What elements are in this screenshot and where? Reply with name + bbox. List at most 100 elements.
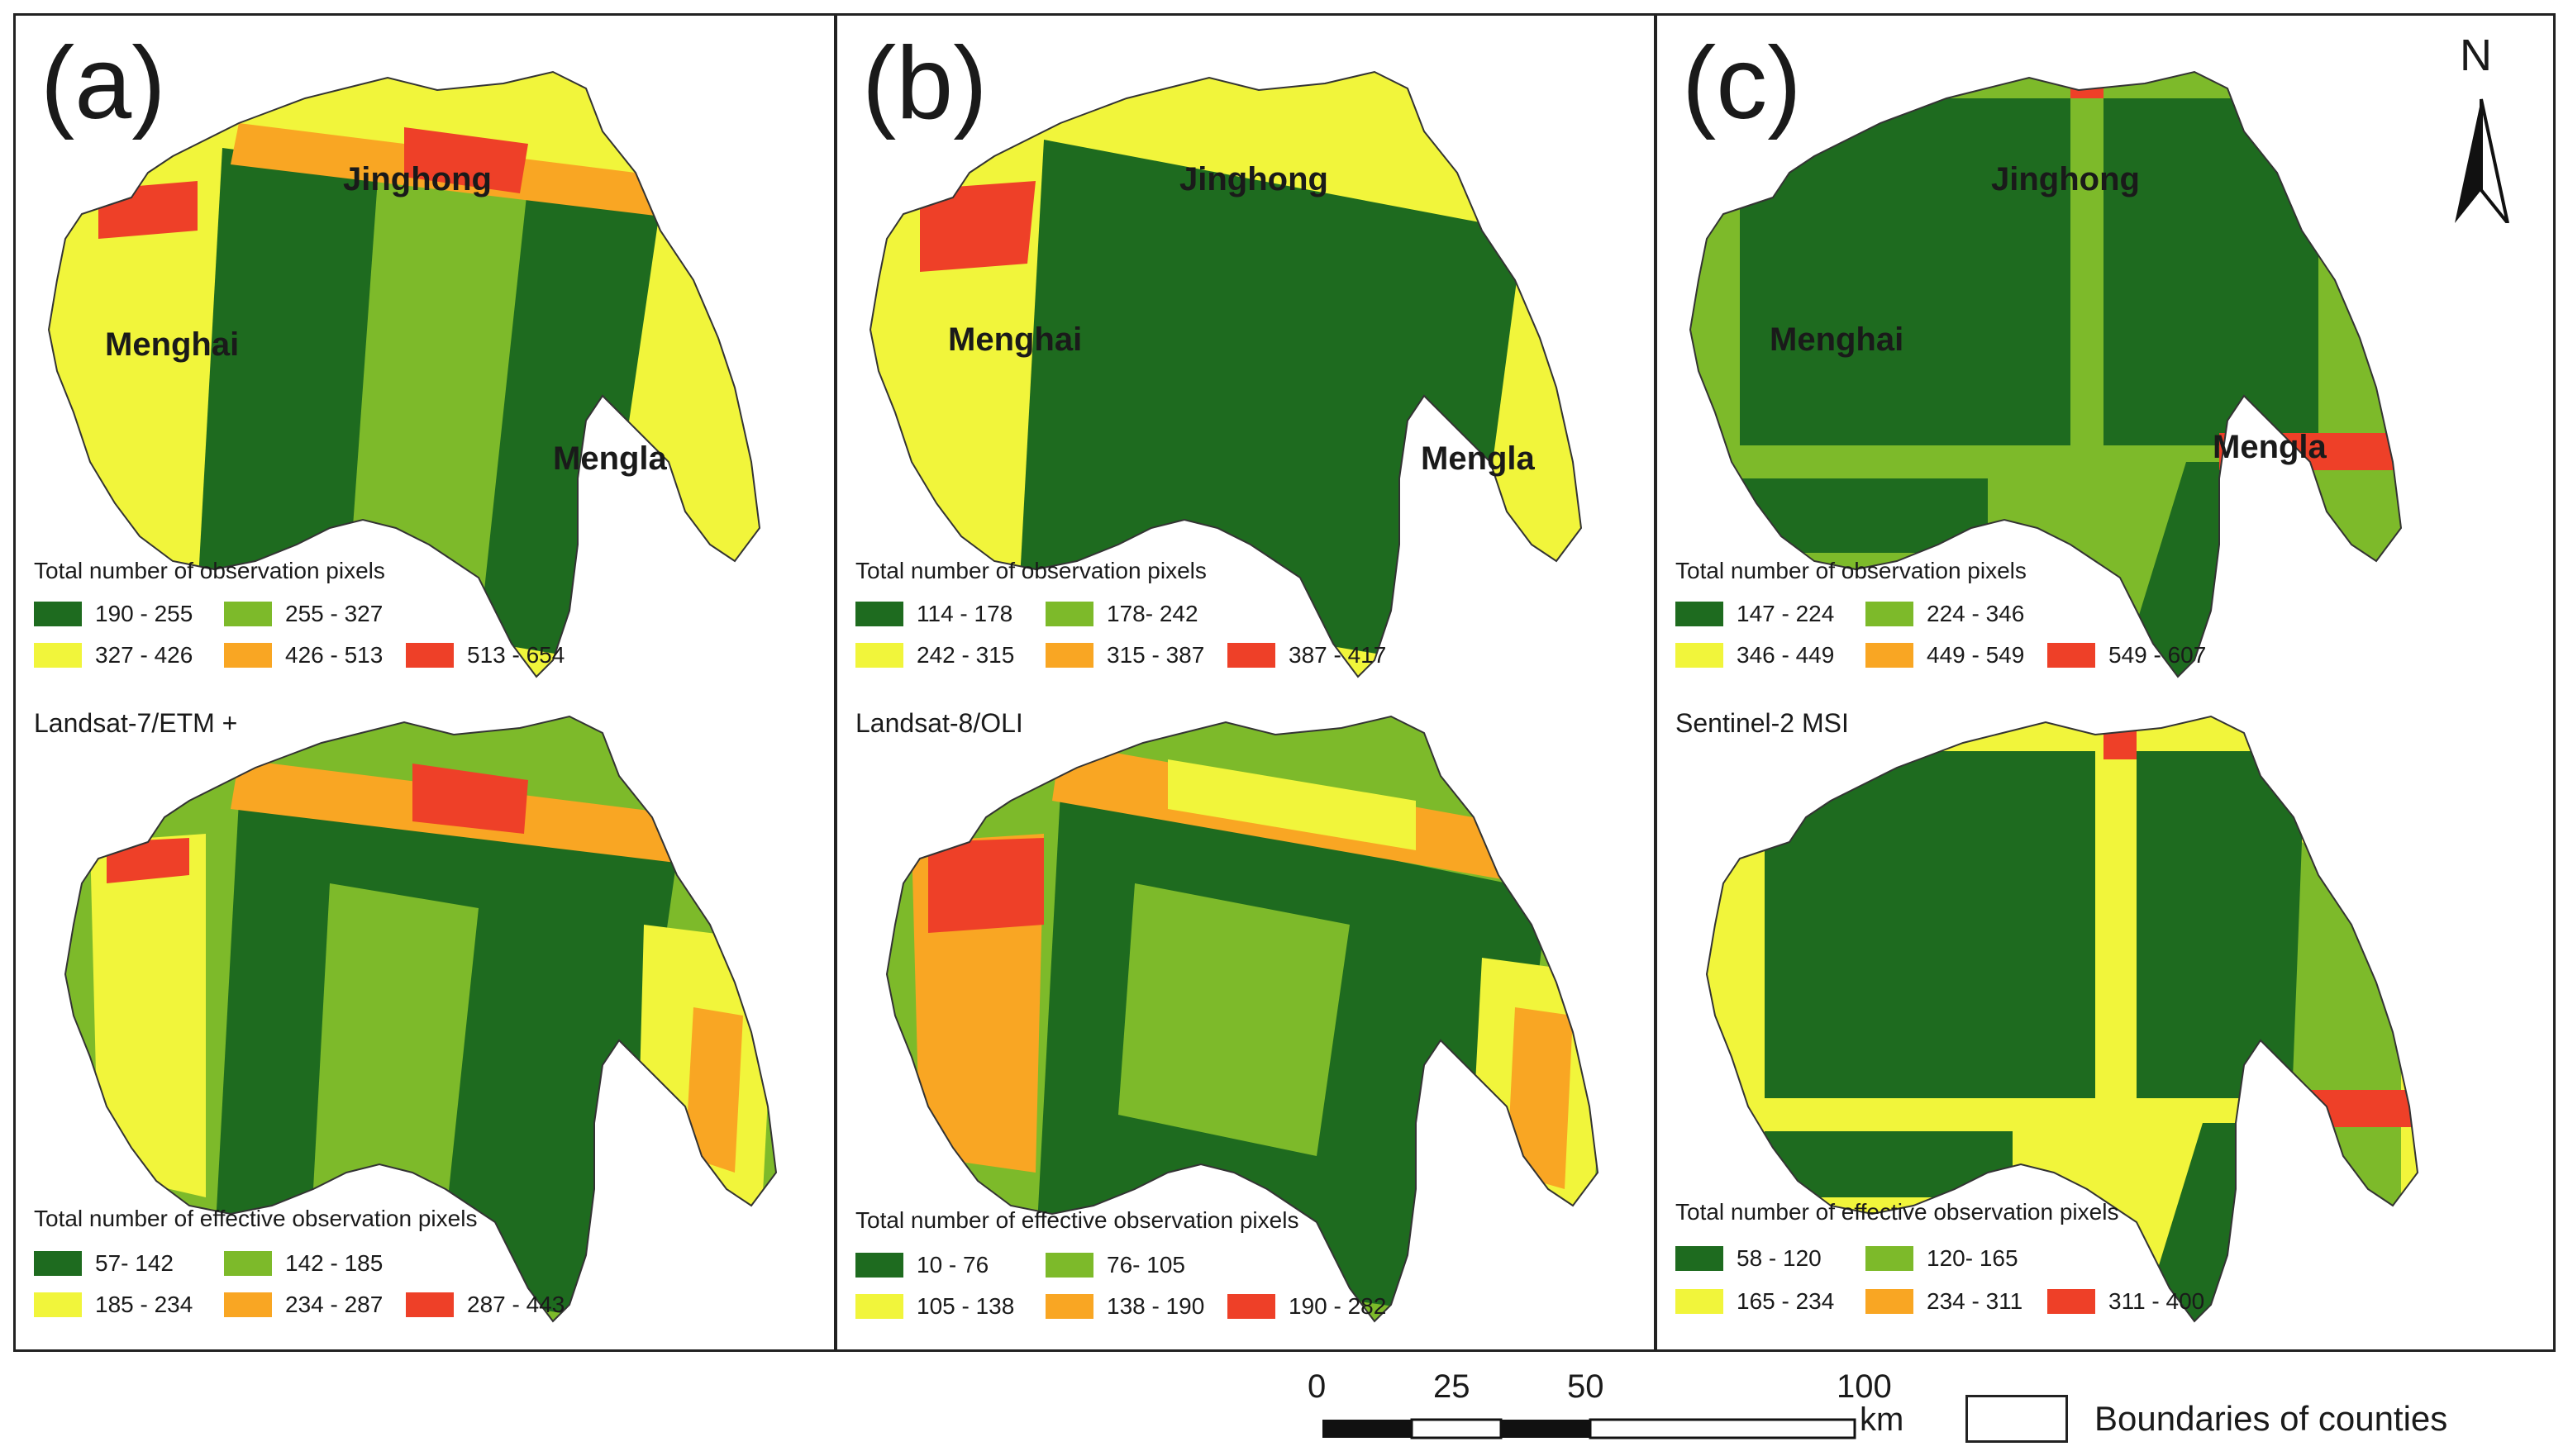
legend-item-2: 224 - 346 [1865,601,2024,627]
boundary-label: Boundaries of counties [2094,1399,2448,1438]
scale-segment [1410,1418,1503,1439]
swatch-orange [1046,1294,1093,1319]
panel-a: (a) Jinghong Menghai Mengla Total num [13,13,836,1352]
scale-segment [1322,1420,1412,1438]
legend-item-1: 147 - 224 [1675,601,1834,627]
swatch-red [406,643,454,668]
swatch-light-green [1865,602,1913,626]
town-jinghong: Jinghong [343,161,492,197]
legend-item-3: 327 - 426 [34,642,193,669]
legend-item-4: 234 - 311 [1865,1288,2022,1315]
legend-title-effective: Total number of effective observation pi… [1675,1199,2119,1225]
panel-letter: (a) [40,26,166,140]
map-observation-a [48,71,777,1322]
swatch-red [406,1292,454,1317]
swatch-orange [1865,1289,1913,1314]
legend-item-2: 178- 242 [1046,601,1198,627]
town-menghai: Menghai [1770,321,1904,358]
legend-item-3: 185 - 234 [34,1292,193,1318]
swatch-red [1227,1294,1275,1319]
scale-bar [1322,1418,1856,1439]
sensor-name: Landsat-8/OLI [855,708,1023,738]
swatch-dark-green [34,602,82,626]
legend-item-2: 255 - 327 [224,601,383,627]
scale-tick-label: 0 [1308,1368,1327,1405]
swatch-light-green [1865,1246,1913,1271]
scale-segment [1589,1418,1856,1439]
swatch-dark-green [855,602,903,626]
town-jinghong: Jinghong [1991,161,2140,197]
swatch-orange [1046,643,1093,668]
legend-title-effective: Total number of effective observation pi… [855,1207,1299,1233]
scale-tick-label: 100 [1837,1368,1892,1405]
legend-item-5: 513 - 654 [406,642,565,669]
town-menghai: Menghai [105,326,240,363]
legend-item-2: 76- 105 [1046,1252,1185,1278]
legend-item-3: 242 - 315 [855,642,1014,669]
scale-tick-label: 25 [1433,1368,1470,1405]
legend-item-3: 105 - 138 [855,1293,1014,1320]
swatch-yellow [855,643,903,668]
panel-b: (b) Jinghong Menghai Mengla Total number… [835,13,1656,1352]
town-mengla: Mengla [553,440,667,477]
swatch-dark-green [1675,602,1723,626]
sensor-name: Sentinel-2 MSI [1675,708,1849,738]
boundary-legend: Boundaries of counties [1965,1395,2447,1443]
legend-item-2: 120- 165 [1865,1245,2018,1272]
legend-item-1: 57- 142 [34,1250,174,1277]
legend-item-3: 346 - 449 [1675,642,1834,669]
legend-item-5: 549 - 607 [2047,642,2206,669]
legend-title-observation: Total number of observation pixels [1675,558,2027,583]
town-jinghong: Jinghong [1179,161,1328,197]
legend-item-5: 190 - 282 [1227,1293,1386,1320]
swatch-red [1227,643,1275,668]
legend-item-3: 165 - 234 [1675,1288,1834,1315]
swatch-orange [224,1292,272,1317]
town-mengla: Mengla [1421,440,1535,477]
north-arrow-label: N [2460,31,2492,80]
swatch-dark-green [1675,1246,1723,1271]
swatch-red [2047,643,2095,668]
legend-item-5: 387 - 417 [1227,642,1386,669]
swatch-light-green [1046,602,1093,626]
scale-segment [1501,1420,1590,1438]
legend-title-effective: Total number of effective observation pi… [34,1206,478,1231]
legend-item-1: 10 - 76 [855,1252,989,1278]
swatch-dark-green [34,1251,82,1276]
panel-letter: (b) [862,26,988,140]
swatch-light-green [1046,1253,1093,1278]
boundary-swatch [1965,1395,2068,1443]
north-arrow-icon [2455,98,2509,223]
swatch-red [2047,1289,2095,1314]
sensor-name: Landsat-7/ETM + [34,708,238,738]
scale-tick-label: 50 [1567,1368,1604,1405]
map-observation-b [869,71,1598,1322]
legend-item-4: 138 - 190 [1046,1293,1204,1320]
legend-title-observation: Total number of observation pixels [855,558,1207,583]
legend-item-1: 190 - 255 [34,601,193,627]
swatch-yellow [1675,1289,1723,1314]
swatch-orange [224,643,272,668]
swatch-yellow [34,643,82,668]
swatch-light-green [224,602,272,626]
swatch-dark-green [855,1253,903,1278]
town-menghai: Menghai [948,321,1083,358]
legend-title-observation: Total number of observation pixels [34,558,385,583]
legend-item-4: 426 - 513 [224,642,383,669]
legend-item-4: 234 - 287 [224,1292,383,1318]
swatch-light-green [224,1251,272,1276]
legend-item-5: 287 - 443 [406,1292,565,1318]
panel-c: (c) Jinghong Menghai Mengla Total num [1655,13,2556,1352]
legend-item-4: 449 - 549 [1865,642,2024,669]
swatch-yellow [1675,643,1723,668]
panel-letter: (c) [1682,26,1802,140]
legend-item-4: 315 - 387 [1046,642,1204,669]
swatch-orange [1865,643,1913,668]
scale-unit: km [1860,1401,1904,1438]
swatch-yellow [855,1294,903,1319]
legend-item-5: 311 - 400 [2047,1288,2204,1315]
map-observation-c [1689,71,2418,1322]
legend-item-2: 142 - 185 [224,1250,383,1277]
swatch-yellow [34,1292,82,1317]
town-mengla: Mengla [2213,429,2327,465]
